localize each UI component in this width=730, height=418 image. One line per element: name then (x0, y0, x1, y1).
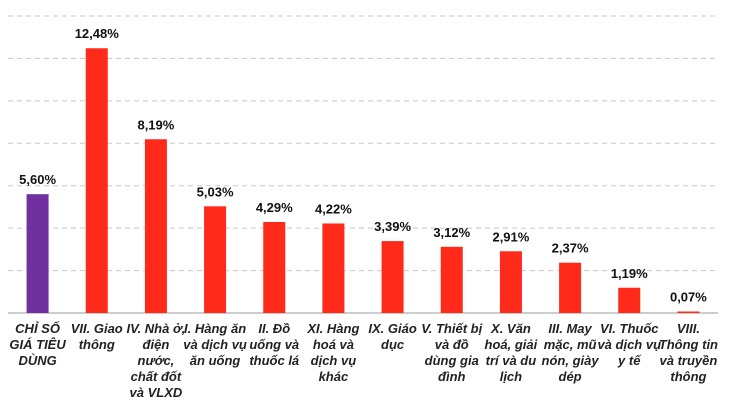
data-label: 3,12% (433, 225, 470, 240)
x-tick-label: X. Văn hoá, giải trí và du lịch (484, 321, 538, 384)
bar (618, 287, 641, 313)
bar (26, 194, 49, 313)
data-label: 12,48% (75, 26, 120, 41)
data-label: 3,39% (374, 219, 411, 234)
bar (440, 246, 463, 313)
bar (499, 251, 522, 313)
data-label: 4,22% (315, 201, 352, 216)
x-tick-label: VI. Thuốc và dịch vụ y tế (597, 321, 662, 368)
x-tick-label: VIII. Thông tin và truyền thông (658, 321, 718, 384)
data-label: 1,19% (611, 266, 648, 281)
data-label: 5,03% (197, 184, 234, 199)
data-label: 0,07% (670, 290, 707, 305)
x-tick-label: V. Thiết bị và đồ dùng gia đình (421, 321, 483, 384)
bar (204, 206, 227, 313)
bar (144, 139, 167, 313)
bar (559, 262, 582, 313)
x-tick-label: III. May mặc, mũ nón, giày dép (541, 321, 599, 384)
data-label: 5,60% (19, 172, 56, 187)
bar (677, 311, 700, 313)
x-tick-label: IX. Giáo dục (368, 321, 417, 352)
x-tick-label: IV. Nhà ở, điện nước, chất đốt và VLXD (126, 321, 186, 400)
x-tick-label: CHỈ SỐ GIÁ TIÊU DÙNG (9, 321, 66, 368)
data-label: 2,37% (552, 241, 589, 256)
bar (322, 223, 345, 313)
bar (381, 241, 404, 313)
x-tick-label: XI. Hàng hoá và dịch vụ khác (307, 321, 360, 384)
bar (85, 48, 108, 313)
x-tick-label: VII. Giao thông (70, 321, 123, 352)
x-tick-label: I. Hàng ăn và dịch vụ ăn uống (183, 321, 247, 368)
data-label: 4,29% (256, 200, 293, 215)
x-tick-label: II. Đồ uống và thuốc lá (249, 321, 300, 368)
data-label: 8,19% (137, 117, 174, 132)
bar (263, 221, 286, 313)
data-label: 2,91% (492, 229, 529, 244)
